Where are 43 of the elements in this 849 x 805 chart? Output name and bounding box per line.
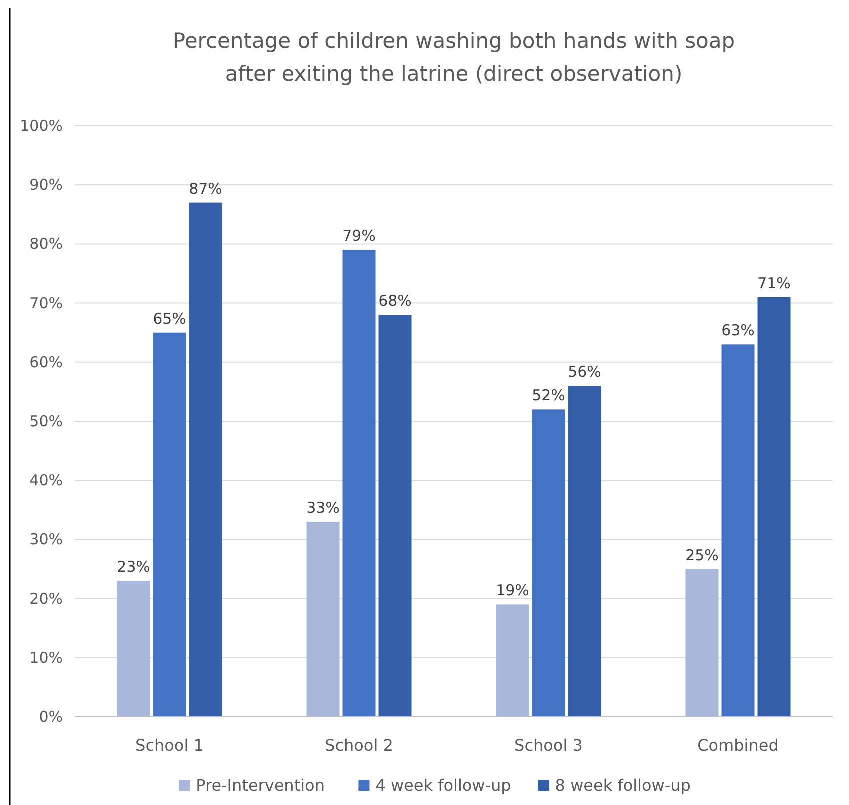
- data-label: 63%: [722, 322, 755, 340]
- bar: [117, 581, 150, 717]
- y-tick-label: 80%: [30, 235, 63, 254]
- y-tick-label: 70%: [30, 294, 63, 312]
- data-label: 25%: [686, 546, 719, 564]
- y-tick-label: 20%: [30, 590, 63, 608]
- bar: [306, 522, 340, 717]
- bar: [342, 250, 376, 717]
- legend-label: Pre-Intervention: [196, 776, 325, 795]
- y-tick-label: 100%: [20, 117, 63, 135]
- bar: [496, 604, 530, 717]
- y-tick-label: 90%: [30, 176, 63, 194]
- data-label: 33%: [306, 498, 340, 517]
- y-tick-label: 50%: [30, 412, 63, 430]
- x-tick-label: Combined: [698, 736, 779, 755]
- legend-label: 4 week follow-up: [376, 776, 512, 795]
- legend-label: 8 week follow-up: [555, 776, 691, 795]
- data-label: 56%: [568, 363, 602, 382]
- x-tick-label: School 2: [325, 736, 394, 755]
- bar: [568, 386, 602, 717]
- data-label: 65%: [153, 310, 186, 328]
- bar: [532, 410, 566, 717]
- data-label: 71%: [758, 274, 791, 292]
- bar: [378, 315, 412, 717]
- y-tick-label: 0%: [39, 708, 63, 726]
- bar: [189, 202, 222, 717]
- bar: [758, 297, 791, 717]
- y-tick-label: 40%: [30, 472, 63, 490]
- data-label: 52%: [532, 386, 566, 405]
- data-label: 68%: [378, 292, 412, 310]
- y-tick-label: 30%: [30, 530, 63, 549]
- data-label: 87%: [189, 180, 222, 198]
- x-tick-label: School 1: [136, 736, 204, 755]
- bar: [686, 569, 719, 717]
- y-tick-label: 10%: [30, 648, 63, 667]
- bar: [153, 332, 186, 717]
- bar: [722, 344, 755, 717]
- chart-title: Percentage of children washing both hands with soap after exiting the latrine (direct observation): [172, 29, 736, 86]
- data-label: 79%: [342, 227, 376, 246]
- data-label: 19%: [496, 582, 530, 600]
- x-tick-label: School 3: [514, 736, 583, 755]
- data-label: 23%: [117, 558, 150, 576]
- y-tick-label: 60%: [30, 353, 63, 372]
